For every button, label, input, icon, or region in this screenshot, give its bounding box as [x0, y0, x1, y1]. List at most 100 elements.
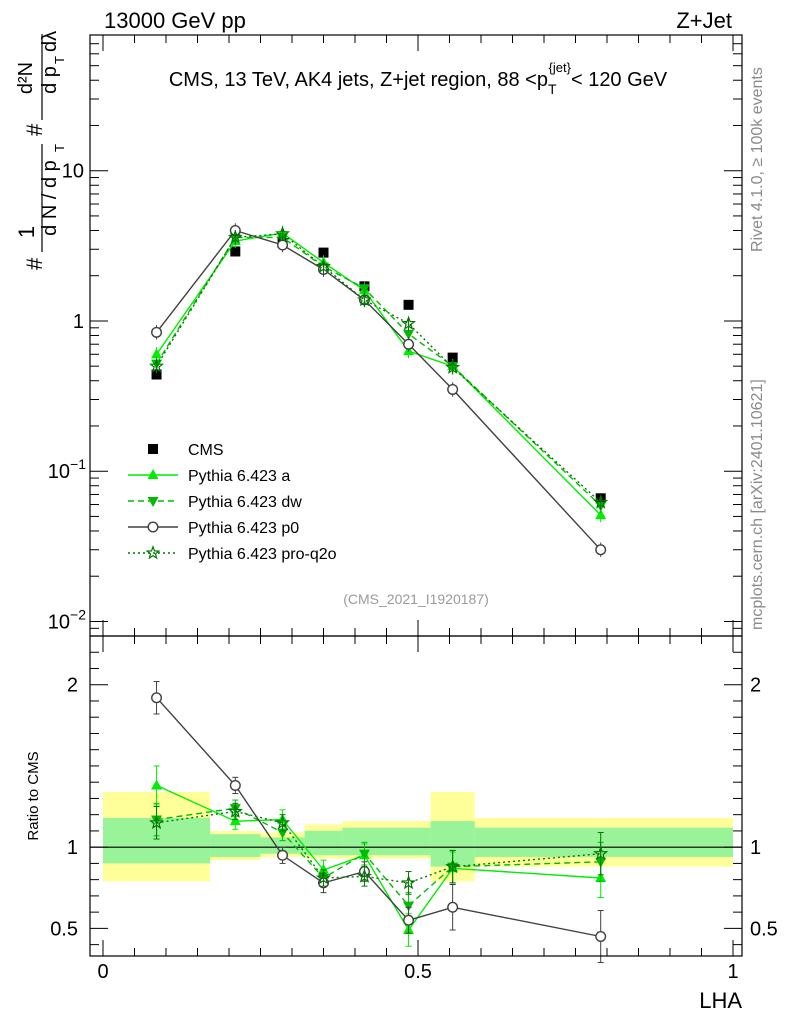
x-axis-label: LHA — [699, 988, 742, 1013]
y-tick-label: 10 — [62, 161, 84, 183]
legend-label-dw: Pythia 6.423 dw — [188, 494, 302, 511]
ratio-point-proq2o — [149, 814, 165, 830]
svg-text:d p: d p — [39, 66, 61, 94]
point-data — [230, 246, 241, 257]
rivet-label: Rivet 4.1.0, ≥ 100k events — [749, 67, 766, 252]
ratio-ylabel: Ratio to CMS — [25, 751, 42, 840]
legend-marker-p0 — [147, 521, 159, 533]
legend-item-dw: Pythia 6.423 dw — [128, 494, 302, 511]
header-left: 13000 GeV pp — [104, 8, 246, 33]
ratio-y-tick-label-right: 1 — [750, 837, 761, 859]
point-proq2o — [356, 292, 372, 307]
legend: CMS Pythia 6.423 a Pythia 6.423 dw Pythia 6… — [128, 442, 337, 563]
point-proq2o — [315, 258, 332, 273]
ratio-y-tick-label-right: 0.5 — [750, 918, 778, 940]
y-tick-label: 10−2 — [48, 606, 86, 633]
ratio-line-a — [156, 784, 601, 932]
legend-label-proq2o: Pythia 6.423 pro-q2o — [188, 546, 337, 563]
legend-item-p0: Pythia 6.423 p0 — [128, 520, 299, 537]
ratio-y-tick-label: 2 — [67, 675, 78, 697]
ratio-point-a — [229, 815, 241, 826]
point-proq2o — [275, 225, 291, 241]
point-data — [151, 369, 162, 380]
series-line-p0 — [156, 229, 602, 551]
legend-item-data: CMS — [148, 442, 224, 459]
ratio-point-proq2o — [275, 814, 291, 830]
point-a — [151, 348, 163, 359]
svg-text:dλ: dλ — [39, 31, 61, 52]
series-line-dw — [156, 236, 602, 507]
ratio-point-p0 — [277, 849, 289, 861]
ratio-line-proq2o — [156, 810, 601, 884]
svg-text:T: T — [52, 56, 67, 64]
ratio-point-proq2o — [401, 875, 417, 890]
main-panel-marks — [149, 223, 609, 557]
point-a — [595, 509, 607, 520]
ratio-point-p0 — [229, 779, 241, 791]
point-p0 — [151, 326, 163, 338]
y-tick-label: 1 — [73, 311, 84, 333]
point-proq2o — [445, 359, 461, 374]
main-panel-axes: 10 1 10−1 10−2 — [48, 34, 742, 637]
svg-text:1: 1 — [14, 226, 39, 238]
x-tick-label: 1 — [727, 961, 738, 983]
ratio-point-dw — [403, 901, 415, 912]
legend-item-proq2o: Pythia 6.423 pro-q2o — [128, 545, 337, 563]
band-inner — [304, 830, 343, 856]
svg-text:T: T — [52, 144, 67, 152]
ratio-panel-marks — [149, 680, 609, 963]
point-dw — [358, 284, 370, 295]
point-proq2o — [593, 494, 609, 509]
y-tick-label: 10−1 — [48, 456, 86, 483]
ratio-point-p0 — [447, 901, 459, 913]
point-data — [318, 247, 329, 258]
point-data — [403, 299, 414, 310]
ratio-band — [90, 791, 742, 882]
analysis-label: (CMS_2021_I1920187) — [343, 591, 489, 607]
legend-marker-proq2o — [145, 545, 161, 560]
point-data — [447, 352, 458, 363]
legend-label-a: Pythia 6.423 a — [188, 468, 290, 485]
ratio-panel: 2 2 1 1 0.5 0.5 0 0.5 1 Ratio to CMS LHA — [25, 635, 778, 1013]
point-p0 — [277, 239, 289, 251]
ratio-point-a — [151, 779, 163, 790]
ratio-point-a — [318, 863, 329, 874]
series-proq2o — [149, 225, 609, 510]
ratio-y-tick-label: 1 — [67, 837, 78, 859]
ratio-point-proq2o — [593, 845, 609, 861]
ratio-point-dw — [358, 849, 370, 860]
point-p0 — [595, 544, 607, 556]
ratio-point-p0 — [595, 931, 607, 943]
legend-label-data: CMS — [188, 442, 224, 459]
ratio-y-tick-label: 0.5 — [50, 918, 78, 940]
main-title: CMS, 13 TeV, AK4 jets, Z+jet region, 88 … — [169, 60, 668, 97]
main-ylabel: # 1 d N / d p T # d²N d p T dλ — [14, 31, 67, 270]
point-p0 — [403, 338, 415, 350]
ratio-panel-axes: 2 2 1 1 0.5 0.5 0 0.5 1 — [50, 636, 778, 983]
legend-marker-a — [147, 469, 159, 479]
main-panel: 10 1 10−1 10−2 CMS, 13 TeV, AK4 jets, Z+jet… — [14, 31, 743, 637]
mcplots-label: mcplots.cern.ch [arXiv:2401.10621] — [749, 379, 766, 630]
band-inner — [386, 827, 431, 856]
svg-text:#: # — [22, 257, 47, 270]
ratio-point-proq2o — [227, 803, 243, 818]
svg-text:d N / d p: d N / d p — [39, 160, 61, 236]
point-proq2o — [227, 229, 243, 244]
point-p0 — [447, 383, 459, 395]
legend-label-p0: Pythia 6.423 p0 — [188, 520, 299, 537]
ratio-point-proq2o — [356, 868, 372, 883]
x-tick-label: 0 — [97, 961, 108, 983]
ratio-series-proq2o — [149, 802, 609, 895]
ratio-panel-frame — [89, 635, 743, 957]
x-tick-label: 0.5 — [404, 961, 432, 983]
ratio-point-proq2o — [445, 858, 461, 874]
band-inner — [210, 834, 261, 857]
point-proq2o — [149, 358, 165, 373]
series-line-proq2o — [156, 233, 602, 503]
ratio-line-p0 — [156, 697, 601, 938]
legend-item-a: Pythia 6.423 a — [128, 468, 290, 485]
svg-text:#: # — [22, 123, 47, 136]
ratio-point-p0 — [151, 692, 163, 704]
point-dw — [403, 329, 415, 340]
